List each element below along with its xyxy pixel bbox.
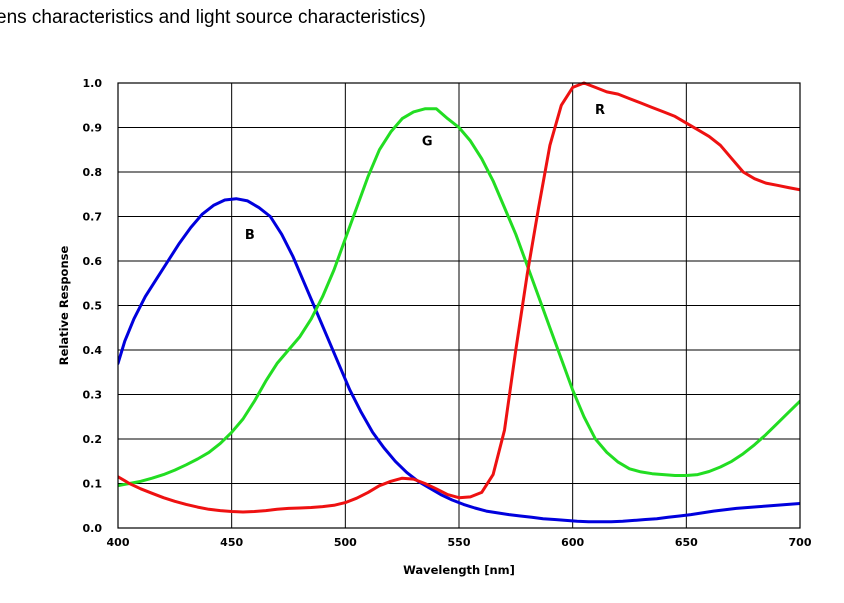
y-tick-label: 0.6 <box>83 255 103 268</box>
y-tick-label: 0.5 <box>83 300 103 313</box>
y-tick-label: 0.8 <box>83 166 103 179</box>
series-labels: B G R <box>245 103 605 243</box>
y-tick-label: 0.2 <box>83 433 103 446</box>
series-line-r <box>118 81 800 514</box>
y-tick-label: 0.1 <box>83 478 103 491</box>
y-tick-label: 0.9 <box>83 122 103 135</box>
x-tick-label: 400 <box>107 536 130 549</box>
series-line-b <box>118 197 800 524</box>
x-tick-label: 450 <box>220 536 243 549</box>
series-label-g: G <box>422 134 433 149</box>
x-axis-title: Wavelength [nm] <box>403 563 515 577</box>
y-tick-label: 0.3 <box>83 389 103 402</box>
grid <box>117 82 801 529</box>
plot-frame <box>117 82 801 529</box>
x-tick-label: 550 <box>448 536 471 549</box>
y-tick-label: 0.4 <box>83 344 103 357</box>
series-lines <box>118 81 800 524</box>
x-tick-label: 650 <box>675 536 698 549</box>
y-axis-title: Relative Response <box>57 246 71 366</box>
y-tick-label: 0.7 <box>83 211 103 224</box>
x-tick-label: 700 <box>789 536 812 549</box>
y-tick-label: 0.0 <box>83 522 103 535</box>
x-tick-label: 500 <box>334 536 357 549</box>
x-tick-label: 600 <box>561 536 584 549</box>
tick-labels: 400 450 500 550 600 650 700 0.0 0.1 0.2 0.3 0.4 0.5 0… <box>83 77 812 549</box>
series-label-r: R <box>595 103 605 118</box>
top-caption: ens characteristics and light source cha… <box>0 7 426 28</box>
series-line-g <box>118 107 800 488</box>
series-label-b: B <box>245 228 255 243</box>
y-tick-label: 1.0 <box>83 77 103 90</box>
